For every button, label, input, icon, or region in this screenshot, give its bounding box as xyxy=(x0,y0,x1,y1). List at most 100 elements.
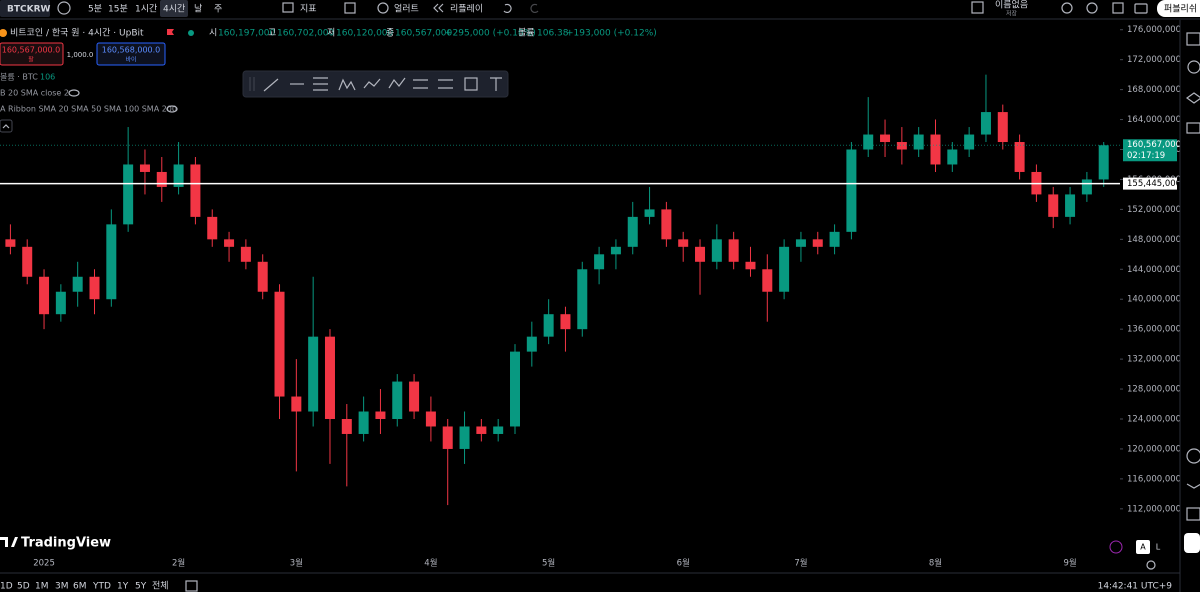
search-icon[interactable] xyxy=(1061,2,1073,14)
candle-body xyxy=(1014,142,1025,172)
range-button[interactable]: 1Y xyxy=(117,582,129,592)
bolt-icon[interactable] xyxy=(1109,540,1123,554)
trendline-tool[interactable] xyxy=(263,78,279,92)
range-button[interactable]: 1D xyxy=(0,582,13,592)
cycle-tool[interactable] xyxy=(388,77,406,89)
current-price-tag xyxy=(1123,139,1177,162)
alert-button[interactable]: 얼러트 xyxy=(394,4,419,15)
date-range-icon[interactable] xyxy=(185,580,198,592)
settings-icon[interactable] xyxy=(1086,2,1098,14)
legend-low-label: 저 xyxy=(327,28,335,39)
position-tool[interactable] xyxy=(438,79,453,89)
layout-name[interactable]: 이름없음 xyxy=(995,0,1028,11)
fullscreen-icon[interactable] xyxy=(1112,2,1124,14)
range-button[interactable]: 3M xyxy=(55,582,69,592)
checkbox[interactable] xyxy=(971,1,984,14)
candle-body xyxy=(442,426,453,449)
range-button[interactable]: 전체 xyxy=(152,581,169,592)
text-tool[interactable] xyxy=(490,77,502,91)
publish-button[interactable] xyxy=(1157,0,1200,17)
price-line-tag xyxy=(1123,177,1177,190)
sell-price[interactable]: 160,567,000.0 xyxy=(2,46,61,55)
rectangle-tool[interactable] xyxy=(464,77,478,91)
auto-scale[interactable]: A xyxy=(1140,543,1146,552)
pattern-tool[interactable] xyxy=(338,78,356,91)
x-tick-label: 8월 xyxy=(929,558,942,569)
buy-button[interactable] xyxy=(96,42,166,66)
axis-settings[interactable] xyxy=(1146,560,1156,570)
candle-body xyxy=(728,239,739,262)
volume-indicator[interactable]: 볼륨 · BTC xyxy=(0,72,38,82)
indicators-button[interactable]: 지표 xyxy=(300,4,317,15)
replay-button[interactable]: 리플레이 xyxy=(450,4,483,15)
calendar-icon[interactable] xyxy=(1186,483,1200,489)
candle-body xyxy=(493,426,504,434)
chat-icon[interactable] xyxy=(1186,122,1200,134)
interval-button[interactable]: 15분 xyxy=(108,4,128,15)
flag[interactable] xyxy=(167,29,174,35)
y-tick-label: 116,000,000 xyxy=(1127,474,1181,484)
alerts-icon[interactable] xyxy=(1187,60,1200,74)
layers-icon[interactable] xyxy=(1185,92,1200,104)
price-line-label: 155,445,000 xyxy=(1127,179,1181,189)
candle-body xyxy=(1065,194,1076,217)
quantity[interactable]: 1,000.0 xyxy=(67,51,94,59)
bb-indicator[interactable]: B 20 SMA close 2 xyxy=(0,89,69,98)
candle-body xyxy=(22,246,33,277)
y-tick-label: 132,000,000 xyxy=(1127,355,1181,365)
interval-button[interactable]: 5분 xyxy=(88,4,102,15)
y-tick-label: 136,000,000 xyxy=(1127,325,1181,335)
sell-button[interactable] xyxy=(0,42,64,66)
scale-button[interactable] xyxy=(1136,540,1150,554)
candle-body xyxy=(695,246,706,262)
buy-price[interactable]: 160,568,000.0 xyxy=(102,46,161,55)
x-tick-label: 7월 xyxy=(794,558,807,569)
range-button[interactable]: 5D xyxy=(17,582,30,592)
drag-handle[interactable] xyxy=(249,77,255,91)
sell-label[interactable]: 팔 xyxy=(28,57,34,64)
candle-body xyxy=(39,276,50,315)
add-symbol[interactable] xyxy=(57,1,71,15)
buy-label[interactable]: 바이 xyxy=(125,56,136,64)
candle-body xyxy=(762,269,773,292)
channel-tool[interactable] xyxy=(313,77,328,91)
symbol[interactable]: BTCKRW xyxy=(7,5,51,15)
interval-button[interactable]: 주 xyxy=(214,4,222,15)
interval-button[interactable]: 날 xyxy=(194,4,202,15)
candle-body xyxy=(224,239,235,247)
publish-label[interactable]: 퍼블리쉬 xyxy=(1164,4,1197,15)
watchlist-icon[interactable] xyxy=(1186,32,1200,46)
candle-body xyxy=(5,239,16,247)
redo[interactable] xyxy=(530,3,539,14)
more-button[interactable] xyxy=(1184,533,1200,553)
symbol-button[interactable] xyxy=(0,0,50,17)
legend-close: 160,567,000 xyxy=(395,29,453,39)
market-status xyxy=(188,30,194,36)
log-scale[interactable]: L xyxy=(1156,543,1161,552)
ribbon-indicator[interactable]: A Ribbon SMA 20 SMA 50 SMA 100 SMA 200 xyxy=(0,105,177,114)
candle-body xyxy=(880,134,891,143)
visibility-icon[interactable] xyxy=(166,105,178,113)
undo[interactable] xyxy=(503,3,512,14)
layout-icon[interactable] xyxy=(344,2,356,14)
collapse-button[interactable] xyxy=(0,119,13,133)
snapshot-icon[interactable] xyxy=(1134,3,1148,14)
active-interval xyxy=(160,0,188,17)
range-button[interactable]: 5Y xyxy=(135,582,147,592)
interval-button[interactable]: 4시간 xyxy=(163,4,185,15)
range-button[interactable]: 6M xyxy=(73,582,87,592)
visibility-icon[interactable] xyxy=(68,89,80,97)
range-button[interactable]: 1M xyxy=(35,582,49,592)
ideas-icon[interactable] xyxy=(1186,507,1200,521)
candle-body xyxy=(795,239,806,247)
y-tick-label: 128,000,000 xyxy=(1127,385,1181,395)
candle-body xyxy=(123,164,134,225)
hotlist-icon[interactable] xyxy=(1186,448,1200,464)
interval-button[interactable]: 1시간 xyxy=(135,4,157,15)
range-button[interactable]: YTD xyxy=(92,582,111,592)
elliott-tool[interactable] xyxy=(363,78,381,89)
range-tool[interactable] xyxy=(413,79,428,89)
candle-body xyxy=(829,231,840,247)
y-tick-label: 172,000,000 xyxy=(1127,55,1181,65)
candle-body xyxy=(291,396,302,412)
